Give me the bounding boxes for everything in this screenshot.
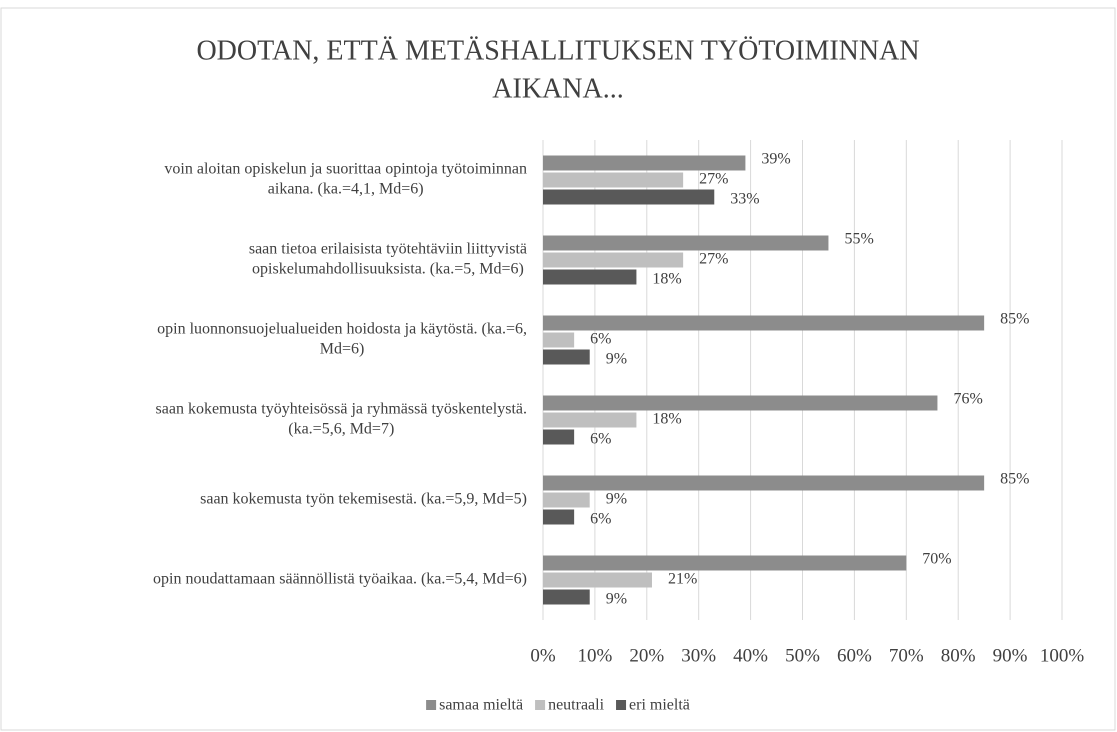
category-label: opin noudattamaan säännöllistä työaikaa.…: [153, 571, 527, 588]
bar: [543, 172, 684, 188]
category-label: aikana. (ka.=4,1, Md=6): [268, 181, 424, 198]
bar: [543, 589, 590, 605]
data-label: 76%: [953, 391, 982, 408]
data-label: 21%: [668, 571, 697, 588]
bar: [543, 429, 575, 445]
data-label: 70%: [922, 551, 951, 568]
data-label: 9%: [606, 591, 627, 608]
x-tick-label: 20%: [629, 645, 664, 666]
bar: [543, 475, 985, 491]
category-label: saan kokemusta työyhteisössä ja ryhmässä…: [156, 401, 527, 418]
bar: [543, 252, 684, 268]
data-label: 33%: [730, 191, 759, 208]
x-tick-label: 100%: [1040, 645, 1085, 666]
bar: [543, 509, 575, 525]
bar: [543, 155, 746, 171]
x-tick-label: 60%: [837, 645, 872, 666]
category-label: (ka.=5,6, Md=7): [288, 421, 394, 438]
x-tick-label: 0%: [530, 645, 556, 666]
data-label: 55%: [844, 231, 873, 248]
bar: [543, 395, 938, 411]
x-tick-label: 50%: [785, 645, 820, 666]
category-label: opiskelumahdollisuuksista. (ka.=5, Md=6): [252, 261, 524, 278]
data-label: 85%: [1000, 471, 1029, 488]
data-label: 39%: [761, 151, 790, 168]
data-label: 6%: [590, 331, 611, 348]
x-tick-label: 80%: [941, 645, 976, 666]
chart-border: [0, 7, 1116, 731]
bar: [543, 332, 575, 348]
data-label: 9%: [606, 351, 627, 368]
category-label: voin aloitan opiskelun ja suorittaa opin…: [164, 161, 527, 178]
x-tick-label: 90%: [993, 645, 1028, 666]
data-label: 27%: [699, 171, 728, 188]
legend-label: neutraali: [548, 697, 605, 714]
data-label: 85%: [1000, 311, 1029, 328]
bar: [543, 189, 715, 205]
data-label: 18%: [652, 411, 681, 428]
category-label: saan tietoa erilaisista työtehtäviin lii…: [249, 241, 527, 258]
chart-title: AIKANA...: [492, 73, 623, 104]
data-label: 6%: [590, 511, 611, 528]
data-label: 27%: [699, 251, 728, 268]
data-label: 18%: [652, 271, 681, 288]
bar: [543, 235, 829, 251]
data-label: 9%: [606, 491, 627, 508]
bar: [543, 269, 637, 285]
x-tick-label: 10%: [577, 645, 612, 666]
bar: [543, 315, 985, 331]
bar: [543, 349, 590, 365]
chart-title: ODOTAN, ETTÄ METÄSHALLITUKSEN TYÖTOIMINN…: [196, 35, 919, 66]
category-label: saan kokemusta työn tekemisestä. (ka.=5,…: [200, 491, 527, 508]
data-label: 6%: [590, 431, 611, 448]
legend-swatch: [426, 700, 437, 710]
legend-label: eri mieltä: [629, 697, 690, 714]
x-tick-label: 70%: [889, 645, 924, 666]
bar: [543, 555, 907, 571]
legend-label: samaa mieltä: [439, 697, 523, 714]
bar: [543, 572, 652, 588]
bar: [543, 412, 637, 428]
bar: [543, 492, 590, 508]
category-label: opin luonnonsuojelualueiden hoidosta ja …: [157, 321, 527, 338]
legend-swatch: [616, 700, 627, 710]
category-label: Md=6): [320, 341, 365, 358]
legend-swatch: [535, 700, 546, 710]
x-tick-label: 30%: [681, 645, 716, 666]
x-tick-label: 40%: [733, 645, 768, 666]
